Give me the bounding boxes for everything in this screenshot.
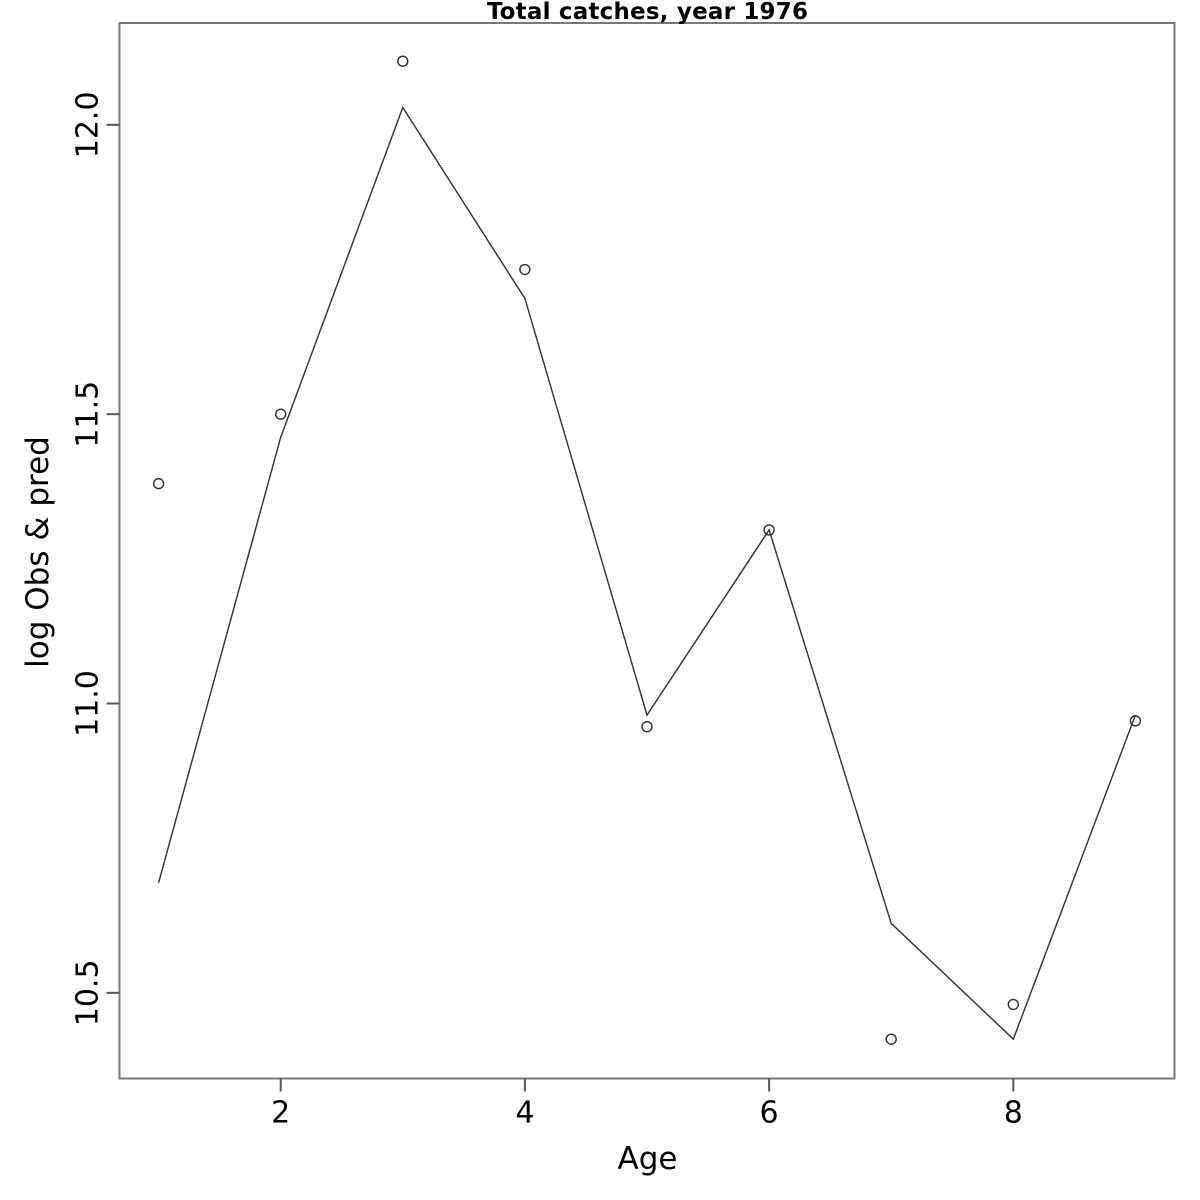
y-axis-label: log Obs & pred: [20, 436, 56, 668]
observed-point: [397, 55, 409, 67]
observed-point: [763, 524, 775, 536]
observed-point: [274, 408, 287, 420]
observed-point: [885, 1033, 897, 1045]
observed-point: [519, 263, 531, 276]
x-tick-label: 2: [271, 1096, 290, 1131]
observed-point: [641, 720, 653, 733]
x-tick-label: 8: [1004, 1096, 1023, 1131]
observed-point: [152, 477, 165, 490]
x-tick-label: 6: [760, 1096, 779, 1131]
y-tick-label: 11.0: [71, 670, 106, 737]
x-tick-label: 4: [515, 1096, 534, 1131]
predicted-line: [157, 105, 1137, 1041]
x-axis-label: Age: [617, 1141, 678, 1177]
y-tick-label: 12.0: [71, 91, 106, 158]
y-tick-label: 11.5: [71, 381, 106, 448]
y-tick-label: 10.5: [71, 959, 106, 1026]
plot-box: [118, 22, 1176, 1080]
chart-title: Total catches, year 1976: [486, 0, 809, 25]
observed-point: [1007, 998, 1020, 1011]
